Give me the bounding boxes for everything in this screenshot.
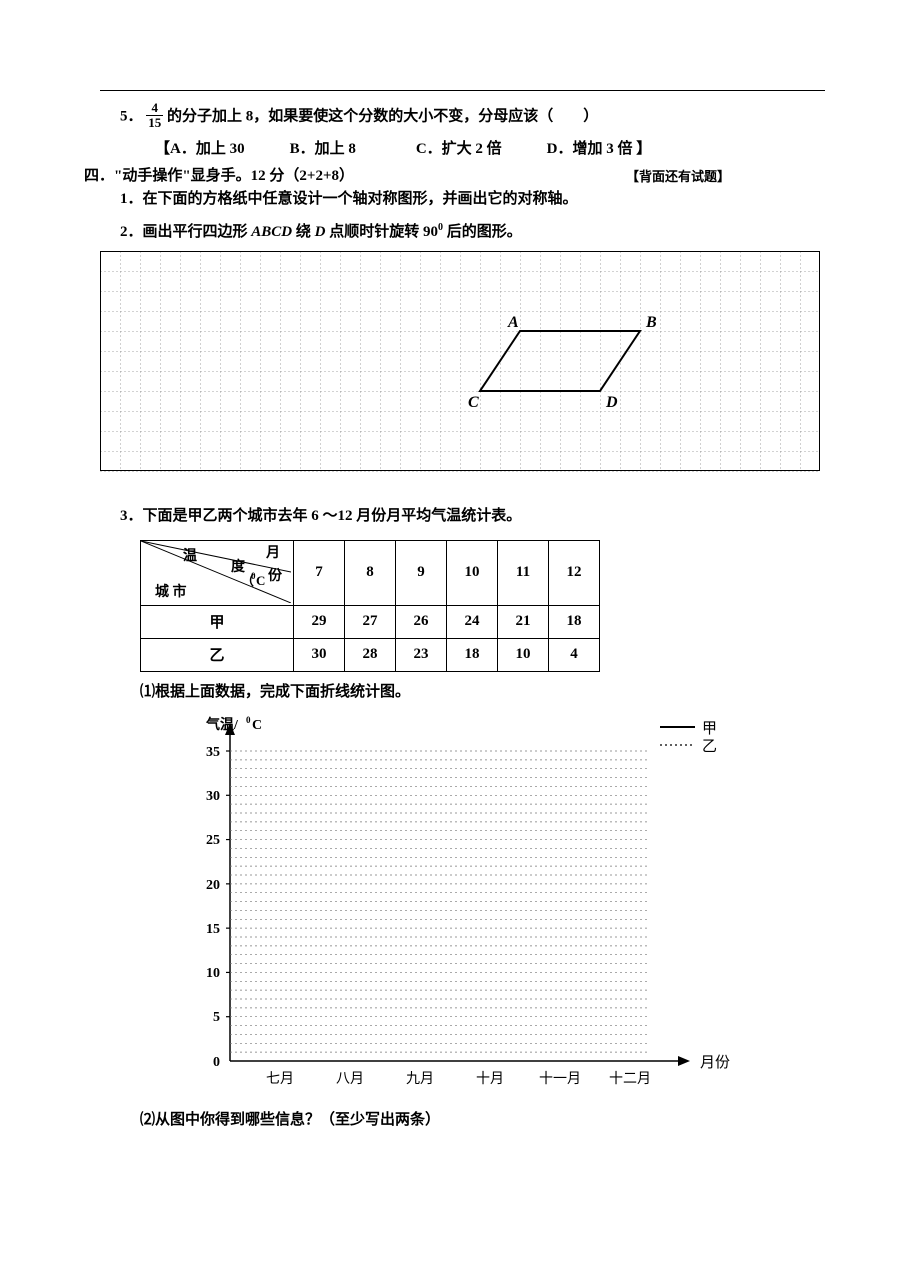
svg-text:10: 10 [206, 966, 220, 981]
svg-text:气温/: 气温/ [205, 716, 239, 733]
diag-header: 月 温 度 （ 0 C 份 城 市 [141, 540, 294, 605]
yi-12: 4 [549, 638, 600, 671]
svg-text:15: 15 [206, 922, 220, 937]
th-m11: 11 [498, 540, 549, 605]
svg-text:份: 份 [268, 567, 283, 584]
label-b: B [645, 314, 657, 331]
label-a: A [507, 314, 519, 331]
svg-text:20: 20 [206, 878, 220, 893]
q5-number: 5． [120, 109, 143, 125]
fraction-4-15: 4 15 [146, 101, 163, 129]
q5-options-text: 【A．加上 30 B．加上 8 C．扩大 2 倍 D．增加 3 倍 】 [155, 137, 651, 158]
fraction-num: 4 [146, 101, 163, 116]
chart-svg: 气温/ 0 C 甲 乙 [140, 711, 760, 1101]
svg-text:月: 月 [265, 545, 280, 561]
svg-text:0: 0 [213, 1055, 220, 1070]
jia-10: 24 [447, 605, 498, 638]
svg-text:30: 30 [206, 789, 220, 804]
svg-text:八月: 八月 [336, 1071, 364, 1087]
svg-text:乙: 乙 [702, 739, 717, 755]
abcd: ABCD [251, 224, 292, 240]
svg-text:C: C [252, 718, 262, 733]
svg-text:十二月: 十二月 [609, 1071, 651, 1087]
yi-11: 10 [498, 638, 549, 671]
svg-text:月份: 月份 [700, 1054, 730, 1071]
label-d: D [605, 394, 618, 411]
svg-text:城 市: 城 市 [155, 583, 187, 600]
s4-q2-end: 后的图形。 [443, 224, 522, 240]
label-c: C [468, 394, 479, 411]
q3-intro: 3．下面是甲乙两个城市去年 6 ～12 月份月平均气温统计表。 [100, 504, 825, 530]
th-m10: 10 [447, 540, 498, 605]
s4-q1: 1．在下面的方格纸中任意设计一个轴对称图形，并画出它的对称轴。 [100, 187, 825, 213]
svg-text:35: 35 [206, 745, 220, 760]
q5-options: 【A．加上 30 B．加上 8 C．扩大 2 倍 D．增加 3 倍 】 [100, 137, 825, 158]
svg-text:5: 5 [213, 1010, 220, 1025]
th-m12: 12 [549, 540, 600, 605]
jia-9: 26 [396, 605, 447, 638]
row-jia-label: 甲 [141, 605, 294, 638]
temperature-table: 月 温 度 （ 0 C 份 城 市 7 8 9 10 11 12 甲 29 27… [140, 540, 600, 672]
back-note: 【背面还有试题】 [626, 166, 730, 185]
th-m9: 9 [396, 540, 447, 605]
jia-11: 21 [498, 605, 549, 638]
jia-7: 29 [294, 605, 345, 638]
svg-text:十月: 十月 [476, 1071, 504, 1087]
s4-q2-post: 点顺时针旋转 90 [325, 224, 438, 240]
q3-sub1: ⑴根据上面数据，完成下面折线统计图。 [100, 680, 825, 701]
svg-text:七月: 七月 [266, 1071, 294, 1087]
svg-text:十一月: 十一月 [539, 1071, 581, 1087]
th-m7: 7 [294, 540, 345, 605]
s4-q2: 2．画出平行四边形 ABCD 绕 D 点顺时针旋转 900 后的图形。 [100, 219, 825, 246]
grid-area: A B C D [100, 251, 825, 486]
svg-text:C: C [256, 573, 265, 588]
row-yi-label: 乙 [141, 638, 294, 671]
q5-text: 的分子加上 8，如果要使这个分数的大小不变，分母应该（ ） [167, 109, 598, 125]
yi-8: 28 [345, 638, 396, 671]
s4-q2-pre: 2．画出平行四边形 [120, 224, 251, 240]
svg-text:0: 0 [246, 715, 251, 725]
svg-text:九月: 九月 [406, 1071, 434, 1087]
svg-text:25: 25 [206, 833, 220, 848]
yi-7: 30 [294, 638, 345, 671]
svg-text:温: 温 [183, 548, 197, 564]
svg-text:甲: 甲 [702, 721, 717, 737]
jia-8: 27 [345, 605, 396, 638]
grid-svg: A B C D [100, 251, 820, 481]
yi-9: 23 [396, 638, 447, 671]
yi-10: 18 [447, 638, 498, 671]
q3-sub2: ⑵从图中你得到哪些信息？（至少写出两条） [100, 1108, 825, 1129]
th-m8: 8 [345, 540, 396, 605]
fraction-den: 15 [146, 116, 163, 130]
s4-q2-mid: 绕 [292, 224, 315, 240]
rule [100, 90, 825, 91]
question-5: 5． 4 15 的分子加上 8，如果要使这个分数的大小不变，分母应该（ ） [100, 103, 825, 131]
d-letter: D [315, 224, 326, 240]
page: 5． 4 15 的分子加上 8，如果要使这个分数的大小不变，分母应该（ ） 【A… [0, 0, 920, 1169]
chart-area: 气温/ 0 C 甲 乙 [140, 711, 825, 1106]
jia-12: 18 [549, 605, 600, 638]
